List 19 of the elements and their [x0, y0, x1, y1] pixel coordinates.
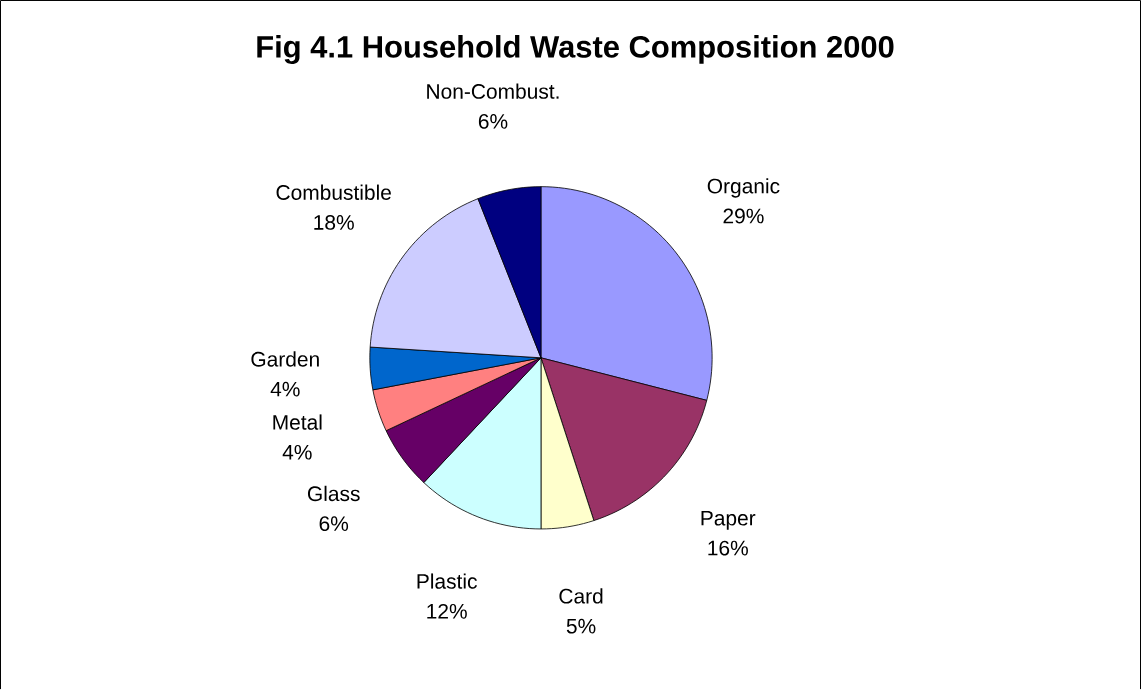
- slice-label: Garden: [251, 351, 319, 367]
- data-label: 29%: [723, 208, 764, 224]
- data-label: 18%: [314, 215, 354, 231]
- chart-title: Fig 4.1 Household Waste Composition 2000: [257, 35, 894, 65]
- data-label: 4%: [282, 445, 312, 460]
- slice-label: Plastic: [417, 573, 477, 589]
- data-label: 12%: [427, 604, 467, 619]
- data-label: 5%: [566, 618, 596, 634]
- slice-label: Non-Combust.: [427, 83, 559, 100]
- data-label: 4%: [270, 382, 300, 397]
- data-label: 16%: [708, 540, 748, 556]
- data-label: 6%: [319, 516, 349, 532]
- slice-label: Combustible: [276, 184, 391, 201]
- slice-label: Glass: [307, 485, 360, 502]
- slice-label: Paper: [701, 511, 756, 530]
- data-label: 6%: [478, 114, 508, 129]
- slice-label: Card: [559, 588, 603, 604]
- slice-label: Metal: [273, 414, 322, 430]
- slice-label: Organic: [707, 178, 780, 198]
